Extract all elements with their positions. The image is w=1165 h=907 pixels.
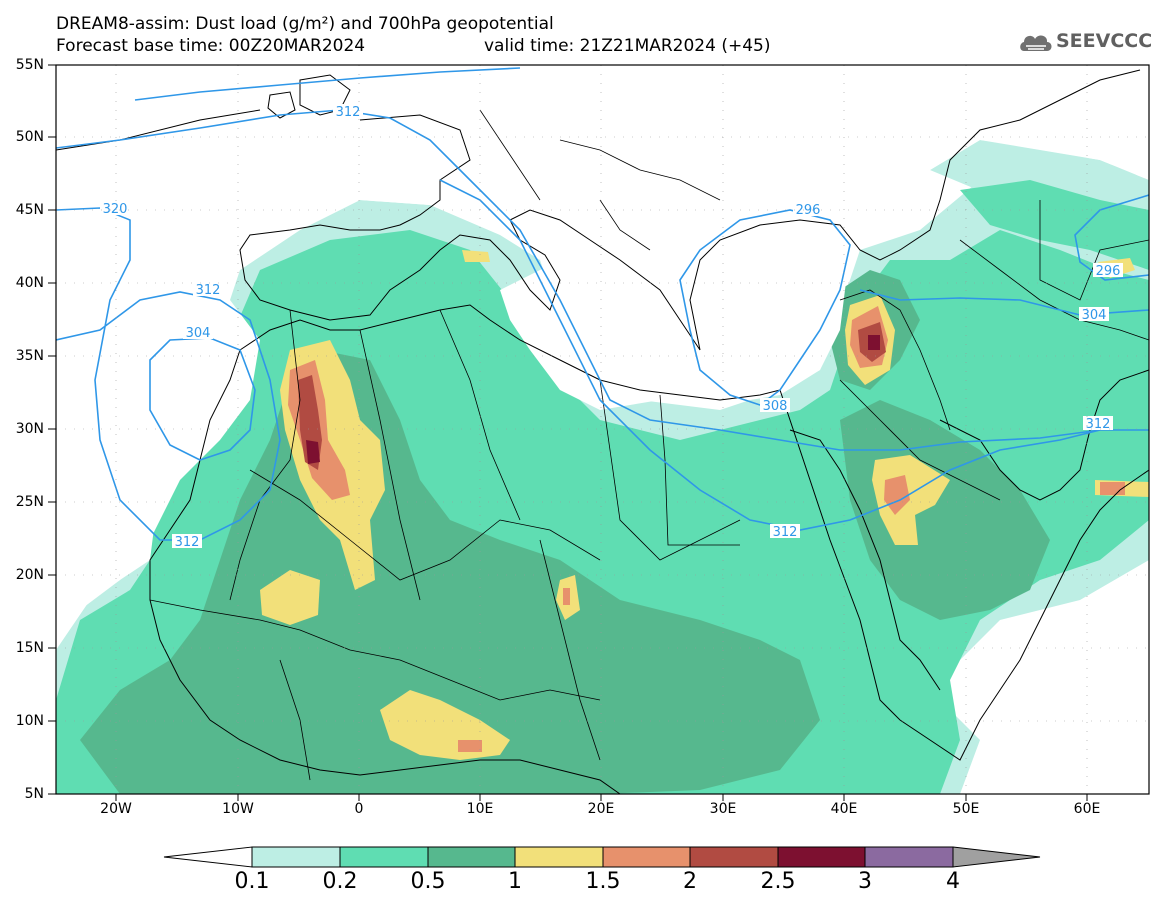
map-title: DREAM8-assim: Dust load (g/m²) and 700hP… bbox=[56, 14, 554, 34]
lat-label-55n: 55N bbox=[15, 57, 44, 73]
dust-field-max-iraq bbox=[868, 335, 880, 350]
coastlines bbox=[56, 69, 1149, 794]
lat-label-20n: 20N bbox=[15, 567, 44, 583]
legend-label-7: 3 bbox=[858, 869, 872, 894]
lat-label-10n: 10N bbox=[15, 713, 44, 729]
svg-text:296: 296 bbox=[1096, 264, 1121, 279]
dust-field-yellow-italy bbox=[462, 250, 490, 262]
legend-label-4: 1.5 bbox=[585, 869, 621, 894]
contour-labels: 312 320 312 304 312 296 296 304 312 308 … bbox=[103, 105, 1121, 550]
lat-label-35n: 35N bbox=[15, 348, 44, 364]
legend-label-5: 2 bbox=[683, 869, 697, 894]
dust-field-orange-nigeria bbox=[458, 740, 482, 752]
contour-label-boxes bbox=[100, 104, 1123, 548]
clear-area-europe bbox=[56, 65, 1149, 420]
legend-label-3: 1 bbox=[508, 869, 522, 894]
lat-label-5n: 5N bbox=[24, 786, 44, 802]
lat-label-40n: 40N bbox=[15, 275, 44, 291]
svg-text:304: 304 bbox=[1082, 308, 1107, 323]
lon-label-40e: 40E bbox=[830, 801, 858, 817]
svg-text:312: 312 bbox=[175, 535, 200, 550]
clear-area-atlantic bbox=[56, 290, 260, 630]
dust-field-dense bbox=[80, 350, 820, 794]
geopotential-contours bbox=[56, 67, 1149, 541]
clear-area-mediterranean bbox=[500, 250, 850, 410]
lat-label-15n: 15N bbox=[15, 640, 44, 656]
svg-text:312: 312 bbox=[1086, 417, 1111, 432]
dust-field-orange-saudi bbox=[884, 475, 910, 515]
seevccc-logo: SEEVCCC bbox=[1018, 27, 1153, 59]
dust-field-yellow-mali bbox=[260, 570, 320, 625]
lon-label-30e: 30E bbox=[709, 801, 737, 817]
logo-text: SEEVCCC bbox=[1056, 30, 1153, 52]
lat-label-45n: 45N bbox=[15, 202, 44, 218]
legend-label-6: 2.5 bbox=[760, 869, 796, 894]
lon-label-50e: 50E bbox=[952, 801, 980, 817]
legend-label-1: 0.2 bbox=[322, 869, 358, 894]
dust-field-orange-chad bbox=[563, 588, 570, 605]
lat-label-30n: 30N bbox=[15, 421, 44, 437]
svg-text:296: 296 bbox=[796, 203, 821, 218]
cloud-logo-icon bbox=[1020, 35, 1052, 51]
svg-text:320: 320 bbox=[103, 202, 128, 217]
lon-label-20e: 20E bbox=[587, 801, 615, 817]
lat-label-50n: 50N bbox=[15, 129, 44, 145]
svg-text:312: 312 bbox=[196, 283, 221, 298]
lon-label-20w: 20W bbox=[100, 801, 132, 817]
svg-text:312: 312 bbox=[773, 525, 798, 540]
lat-label-25n: 25N bbox=[15, 494, 44, 510]
legend-label-2: 0.5 bbox=[410, 869, 446, 894]
valid-time-label: valid time: 21Z21MAR2024 (+45) bbox=[484, 36, 771, 56]
svg-text:304: 304 bbox=[186, 326, 211, 341]
base-time-label: Forecast base time: 00Z20MAR2024 bbox=[56, 36, 366, 56]
legend-label-0: 0.1 bbox=[234, 869, 270, 894]
axis-ticks bbox=[48, 64, 1088, 801]
dust-field-arabia bbox=[840, 400, 1050, 620]
dust-field-caspian bbox=[960, 180, 1149, 270]
svg-text:308: 308 bbox=[763, 399, 788, 414]
lon-label-10w: 10W bbox=[222, 801, 254, 817]
dust-field-max-morocco bbox=[306, 440, 320, 464]
legend-label-8: 4 bbox=[946, 869, 960, 894]
dust-field-orange-iran bbox=[1100, 482, 1125, 495]
lon-label-60e: 60E bbox=[1073, 801, 1101, 817]
lon-label-10e: 10E bbox=[466, 801, 494, 817]
svg-text:312: 312 bbox=[336, 105, 361, 120]
lon-label-0: 0 bbox=[354, 801, 364, 817]
dust-field-yellow-saudi bbox=[872, 455, 950, 545]
